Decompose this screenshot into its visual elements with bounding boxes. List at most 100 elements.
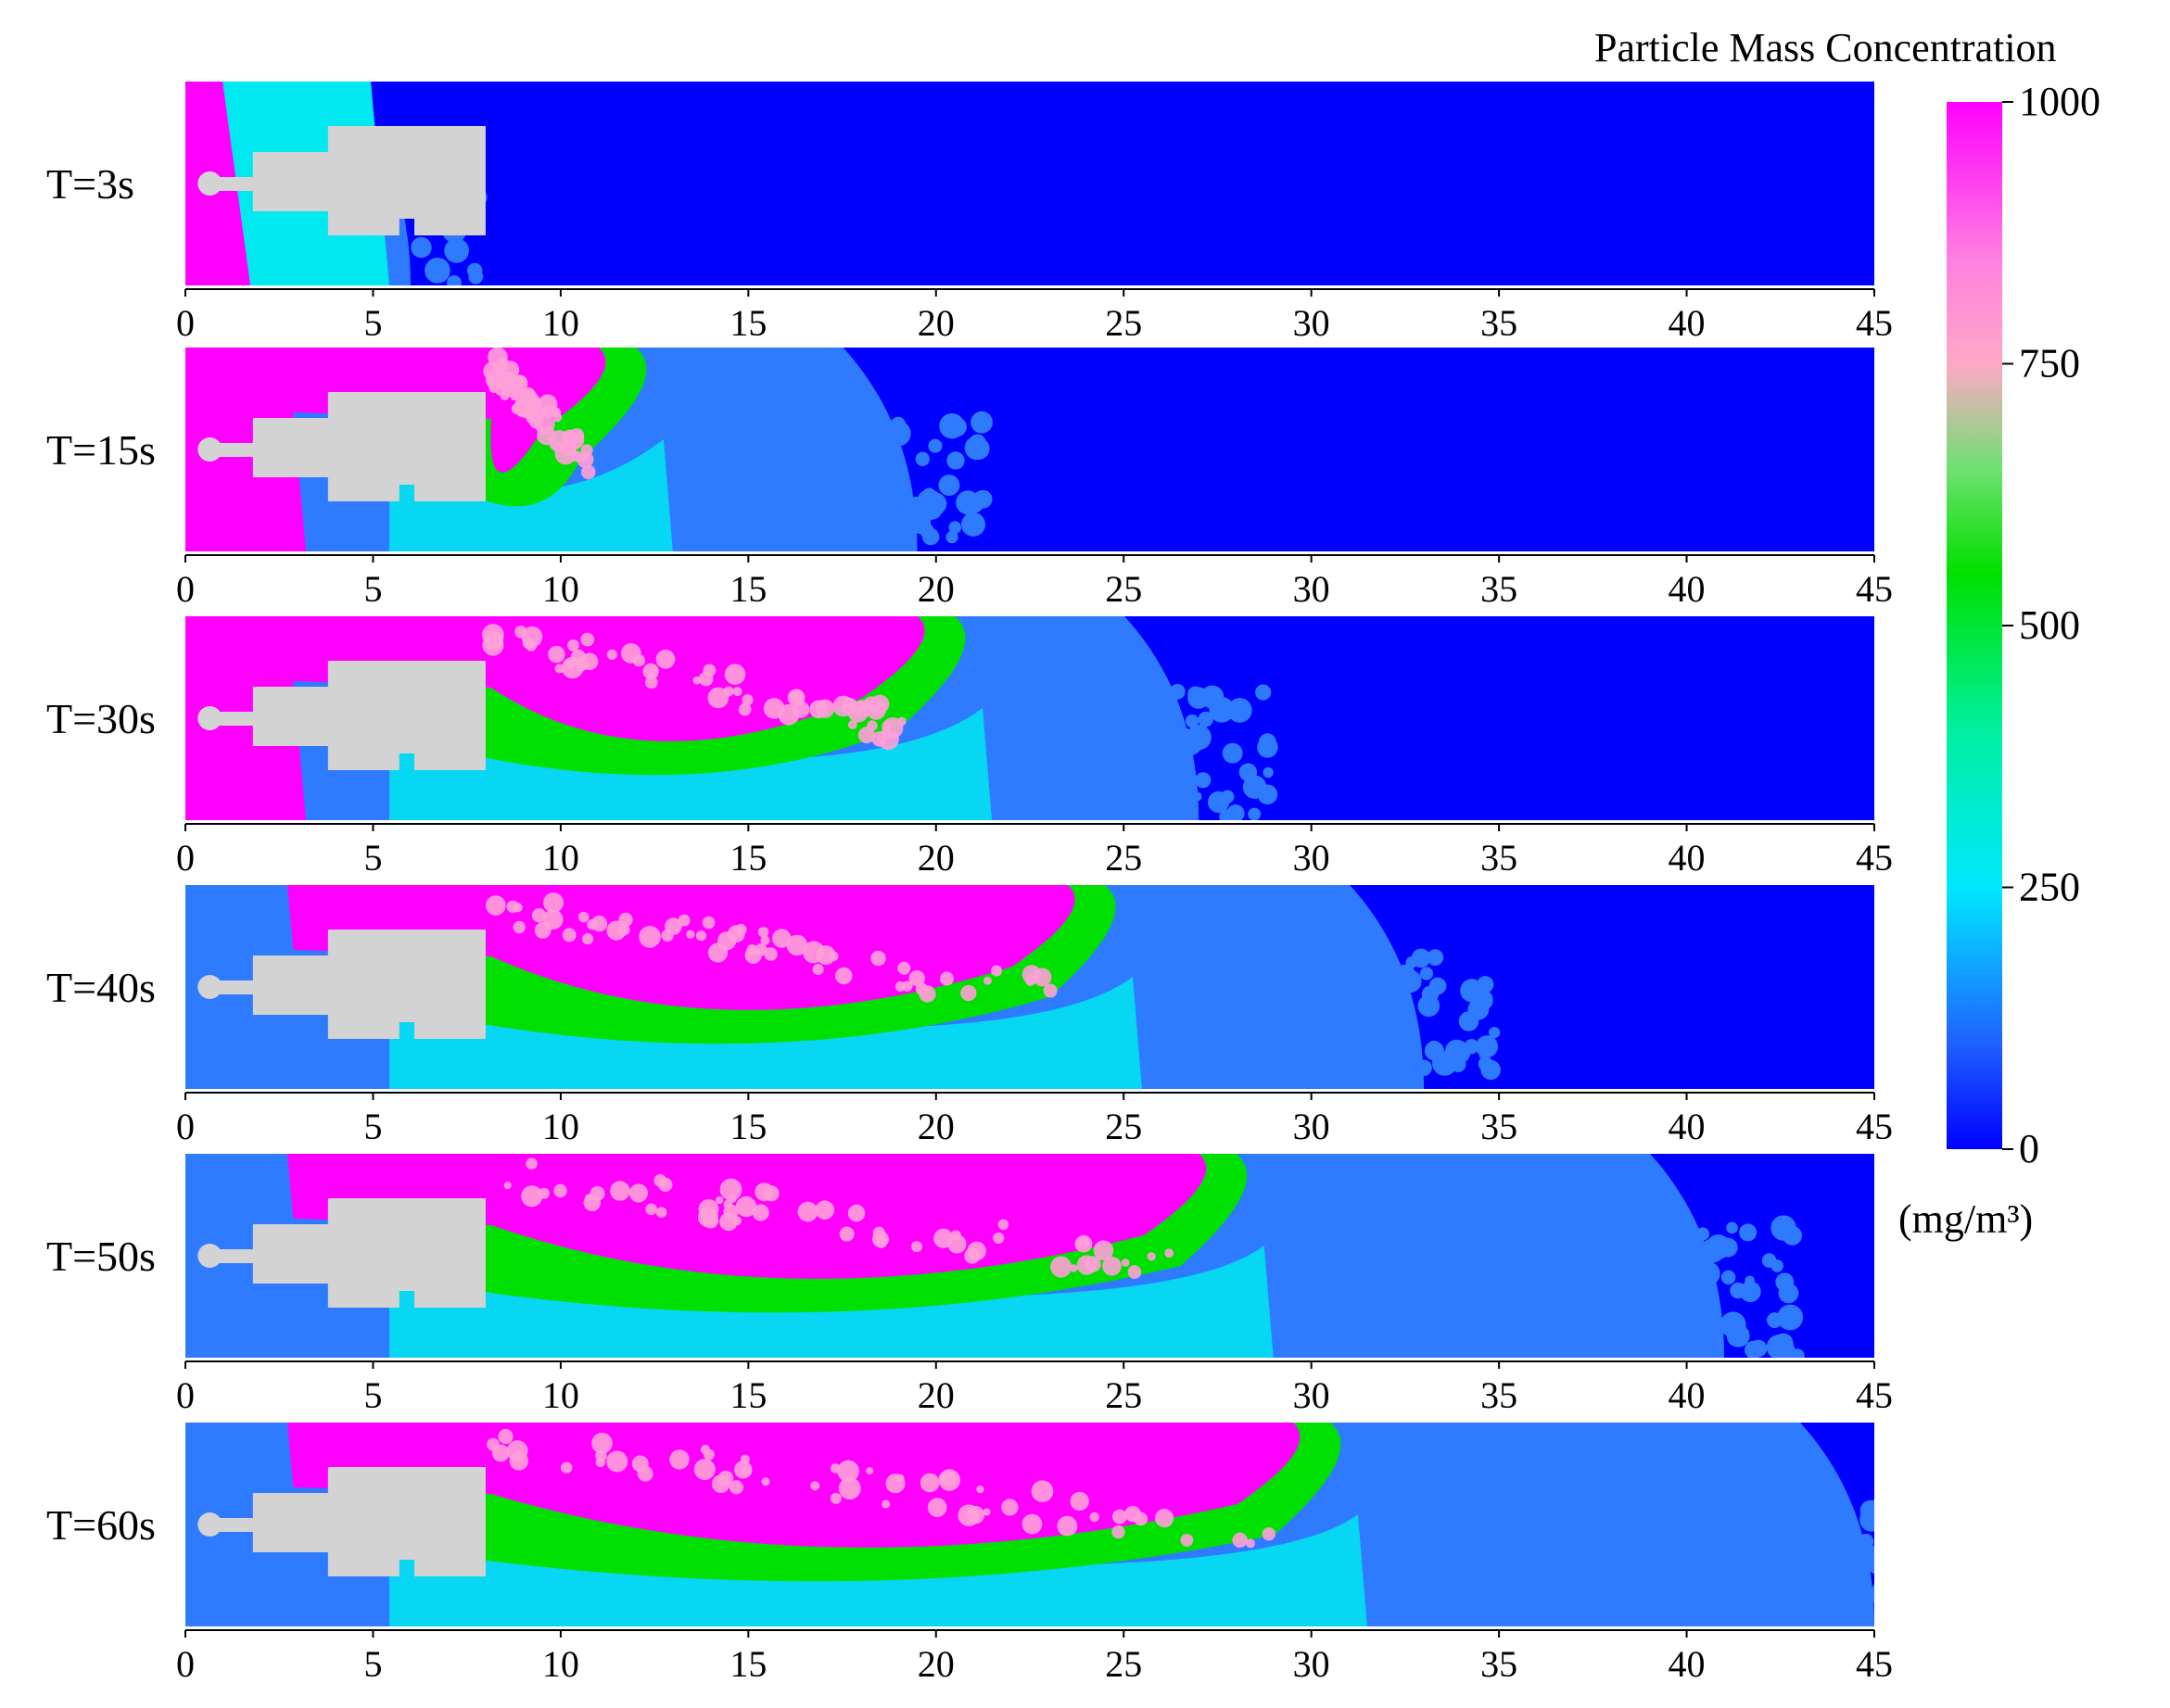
x-tick-label: 15: [730, 837, 767, 879]
fringe-speckle: [553, 441, 563, 450]
speckle: [855, 527, 876, 549]
speckle: [1187, 686, 1204, 702]
fringe-speckle: [919, 985, 936, 1003]
x-tick-label: 20: [918, 837, 955, 879]
speckle: [1146, 798, 1164, 817]
fringe-speckle: [483, 361, 502, 381]
speckle: [1827, 1500, 1854, 1526]
speckle: [1696, 1281, 1714, 1298]
fringe-speckle: [875, 1236, 888, 1248]
speckle: [1926, 1507, 1938, 1519]
fringe-speckle: [487, 1437, 500, 1451]
fringe-speckle: [553, 1183, 567, 1198]
concentration-field: [185, 82, 1874, 285]
speckle: [1923, 1576, 1933, 1587]
speckle: [1881, 1562, 1891, 1572]
fringe-speckle: [500, 391, 510, 401]
x-tick-label: 0: [176, 837, 195, 879]
speckle: [1379, 1046, 1392, 1058]
fringe-speckle: [839, 1226, 855, 1242]
speckle: [1916, 1523, 1926, 1533]
speckle: [971, 411, 993, 434]
speckle: [1922, 1537, 1937, 1552]
colorbar-title: Particle Mass Concentration: [1594, 25, 2057, 70]
speckle: [1694, 1260, 1720, 1286]
panel-t-3s: 0 5 10 15 20 25 30 35 40 45 T=3s: [46, 82, 1893, 344]
fringe-speckle: [908, 969, 925, 987]
x-tick-label: 5: [363, 1374, 382, 1416]
fringe-speckle: [1121, 1259, 1130, 1267]
fringe-speckle: [534, 413, 555, 435]
speckle: [1835, 1612, 1852, 1626]
speckle: [969, 434, 986, 452]
speckle: [1411, 948, 1431, 968]
speckle: [1749, 1339, 1768, 1358]
speckle: [1860, 1510, 1872, 1521]
fringe-speckle: [815, 699, 835, 718]
fringe-speckle: [1031, 1480, 1054, 1502]
colorbar-unit: (mg/m³): [1898, 1196, 2033, 1242]
fringe-speckle: [897, 961, 911, 975]
fringe-speckle: [830, 1492, 842, 1504]
fringe-speckle: [727, 925, 745, 943]
fringe-speckle: [514, 626, 527, 639]
speckle: [466, 262, 483, 279]
vehicle-nozzle: [197, 171, 222, 196]
speckle: [1726, 1323, 1750, 1347]
x-tick-label: 40: [1669, 1643, 1706, 1685]
x-tick-label: 5: [363, 568, 382, 610]
fringe-speckle: [1102, 1256, 1122, 1276]
speckle: [1911, 1567, 1932, 1588]
speckle: [873, 505, 892, 523]
speckle: [1926, 1492, 1935, 1501]
speckle: [1916, 1601, 1942, 1627]
vehicle-body: [204, 1198, 486, 1308]
panel-label: T=40s: [46, 964, 156, 1011]
fringe-speckle: [513, 920, 526, 934]
x-tick-label: 10: [542, 568, 579, 610]
speckle: [1872, 1584, 1874, 1597]
vehicle-nozzle: [197, 975, 222, 999]
fringe-speckle: [847, 1204, 866, 1222]
fringe-speckle: [983, 976, 992, 985]
speckle: [1897, 1501, 1916, 1520]
speckle: [1872, 1499, 1874, 1511]
speckle: [1382, 1025, 1393, 1035]
panel-t-15s: 0 5 10 15 20 25 30 35 40 45 T=15s: [46, 348, 1893, 610]
fringe-speckle: [561, 656, 584, 679]
fringe-speckle: [1164, 1248, 1174, 1259]
fringe-speckle: [837, 1460, 859, 1483]
speckle: [1905, 1574, 1924, 1593]
speckle: [1370, 1057, 1387, 1074]
fringe-speckle: [993, 1232, 1005, 1245]
x-tick-label: 5: [363, 1106, 382, 1147]
speckle: [1198, 711, 1213, 727]
fringe-speckle: [511, 403, 523, 415]
fringe-speckle: [1111, 1525, 1125, 1539]
vehicle-shape: [197, 126, 486, 235]
x-tick-label: 10: [542, 1106, 579, 1147]
speckle: [1823, 1560, 1846, 1582]
fringe-speckle: [642, 663, 659, 680]
fringe-speckle: [534, 921, 552, 939]
speckle: [1467, 998, 1490, 1020]
speckle: [1147, 702, 1174, 727]
fringe-speckle: [742, 1465, 753, 1476]
speckle: [1179, 764, 1190, 775]
speckle: [1770, 1259, 1783, 1272]
concentration-field: [185, 1154, 1874, 1358]
fringe-speckle: [1070, 1491, 1089, 1512]
speckle: [1687, 1297, 1710, 1320]
vehicle-shape: [197, 1198, 486, 1308]
x-tick-label: 45: [1856, 1643, 1893, 1685]
fringe-speckle: [1127, 1265, 1142, 1279]
speckle: [1364, 1015, 1375, 1026]
fringe-speckle: [639, 926, 661, 948]
speckle: [1718, 1237, 1738, 1258]
speckle: [1667, 1329, 1688, 1349]
speckle: [1663, 1243, 1681, 1261]
fringe-speckle: [1043, 983, 1058, 998]
x-tick-label: 10: [542, 837, 579, 879]
fringe-speckle: [1232, 1532, 1248, 1549]
x-tick-label: 5: [363, 302, 382, 344]
